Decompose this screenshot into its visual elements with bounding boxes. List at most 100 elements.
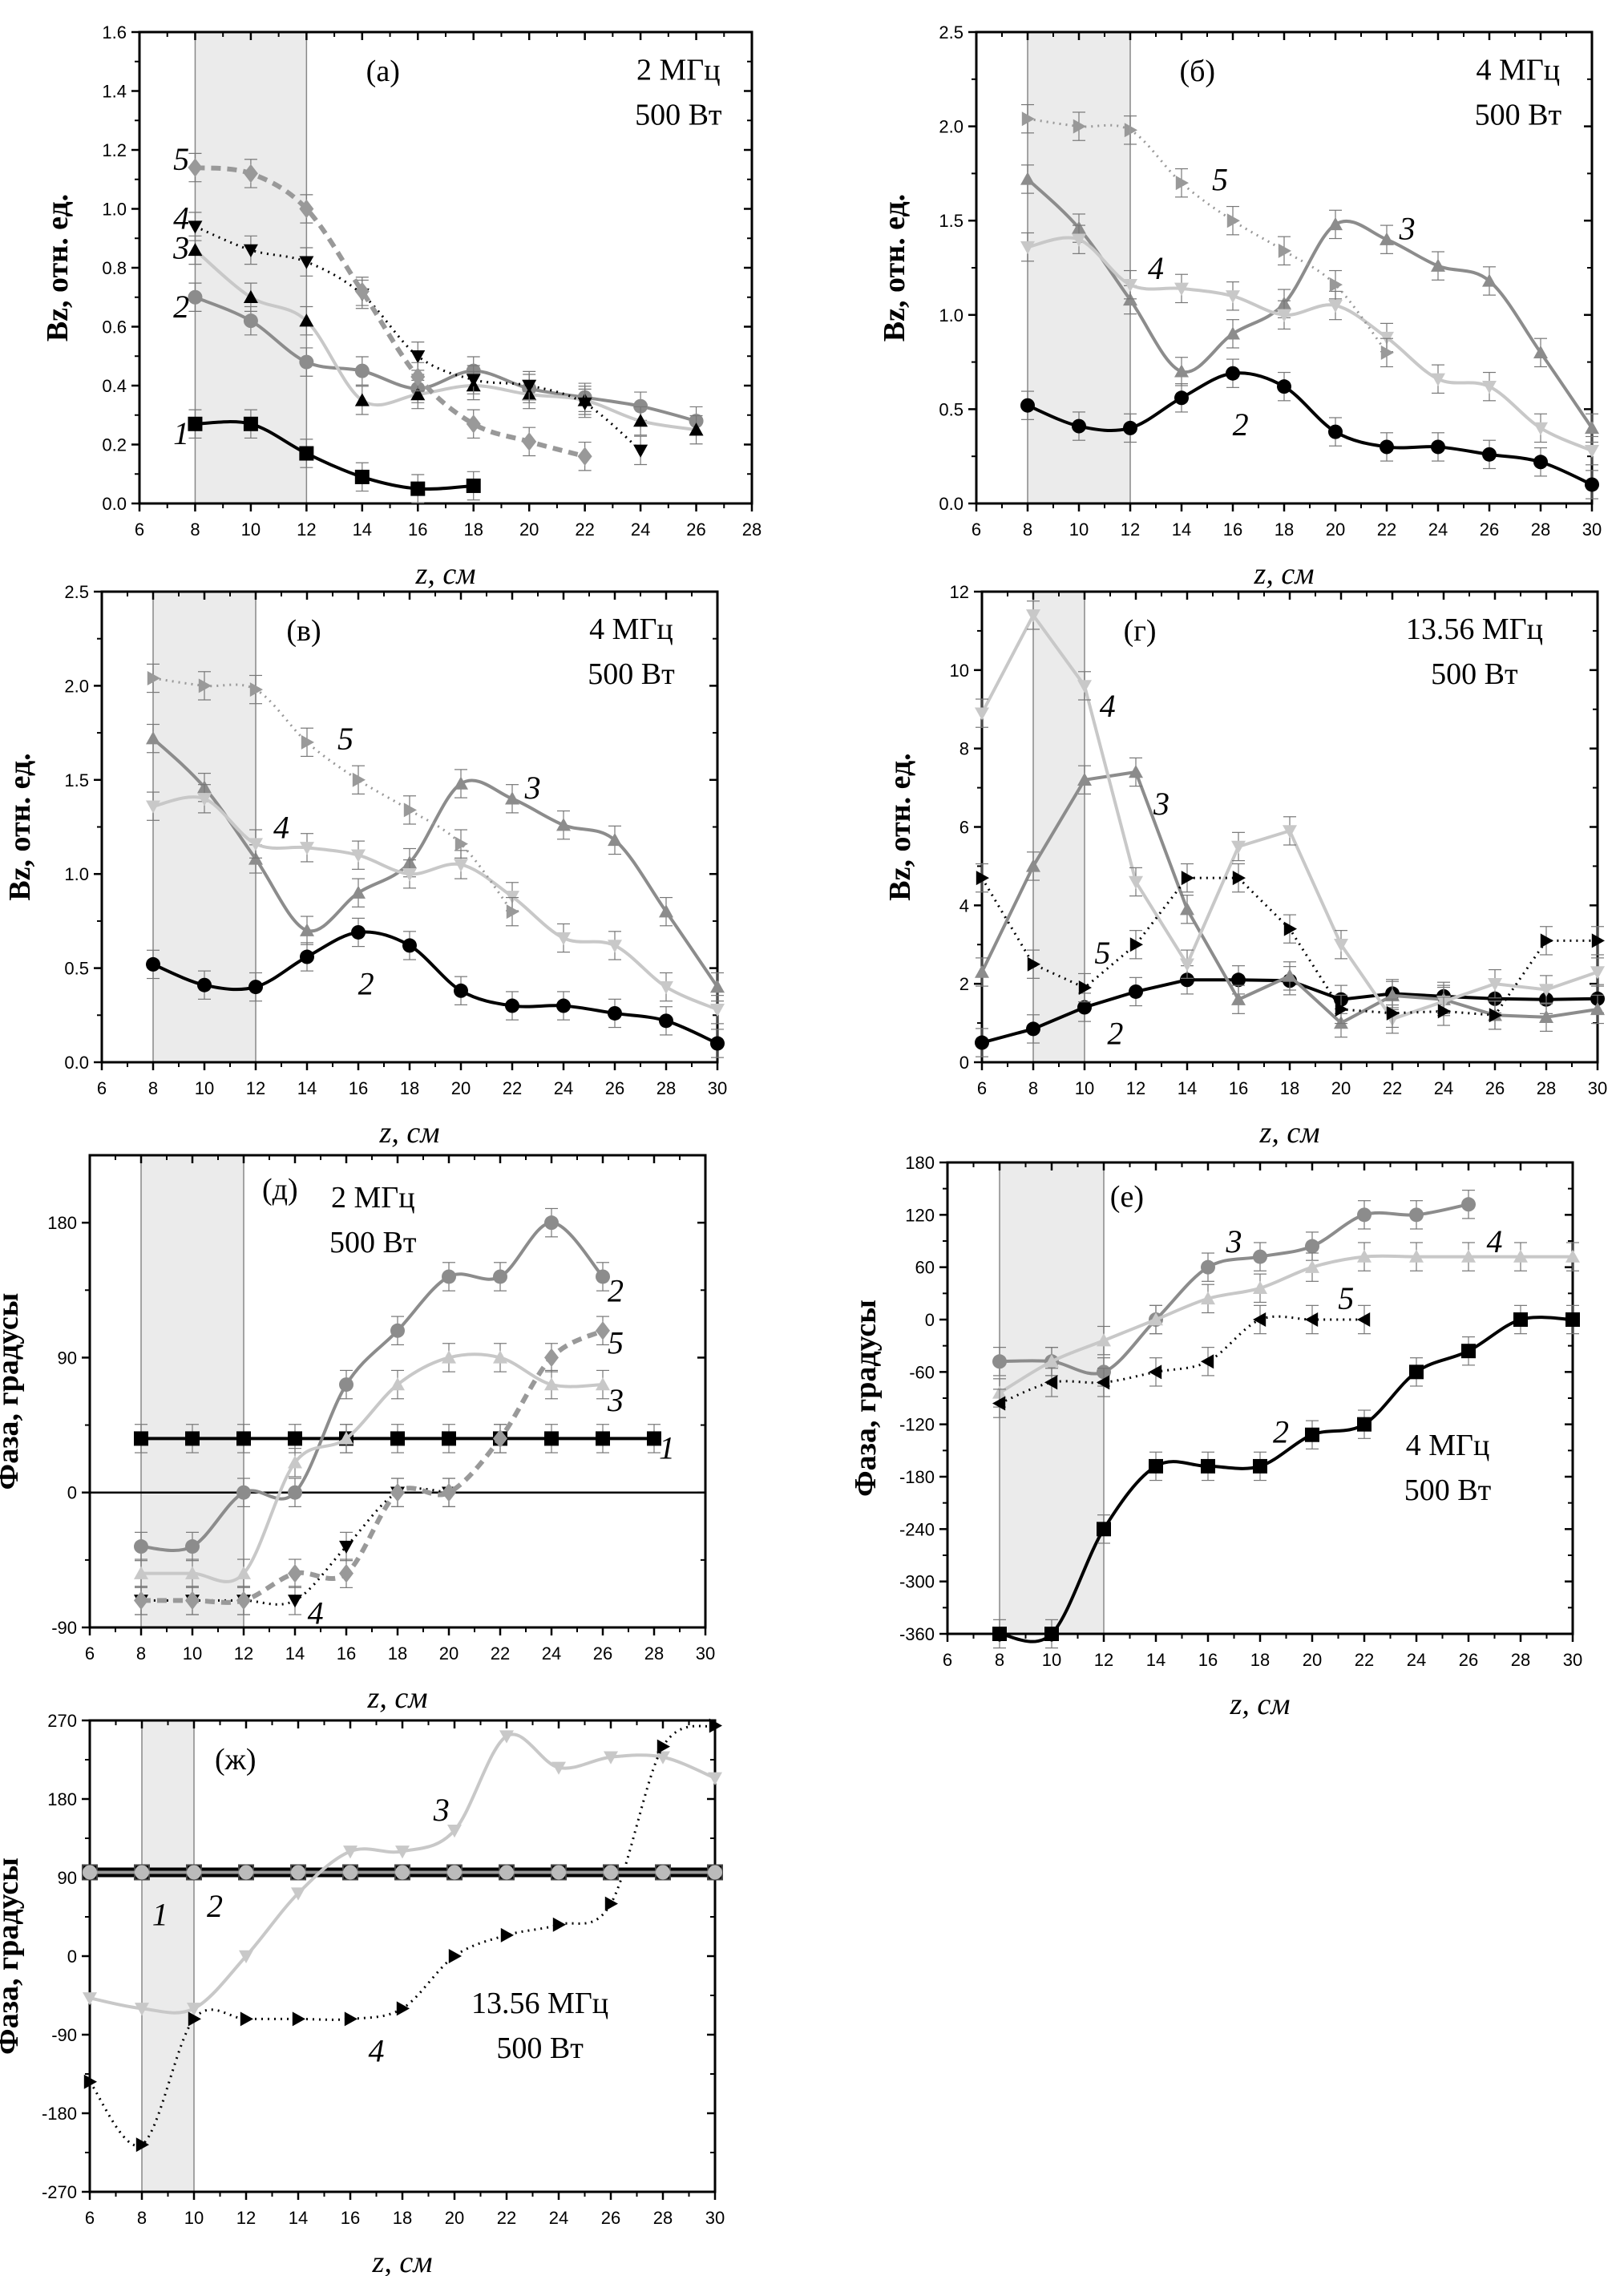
x-tick-label: 30: [705, 2208, 725, 2228]
series-5: 5: [173, 141, 592, 471]
data-point: [1072, 233, 1086, 247]
data-point: [343, 1845, 358, 1859]
data-point: [354, 393, 370, 406]
data-point: [288, 1563, 302, 1583]
y-tick-label: 2.0: [64, 676, 89, 696]
data-point: [709, 1718, 722, 1733]
y-tick-label: -270: [42, 2182, 77, 2202]
series-2: 2: [1020, 358, 1599, 499]
data-point: [395, 1865, 410, 1880]
x-tick-label: 16: [349, 1078, 368, 1098]
x-tick-label: 24: [631, 519, 650, 540]
x-tick-label: 12: [234, 1643, 253, 1664]
y-tick-label: 4: [959, 895, 969, 916]
series-line: [152, 795, 718, 1012]
y-tick-label: 270: [47, 1711, 77, 1731]
data-point: [395, 1845, 410, 1859]
data-point: [1073, 119, 1086, 134]
data-point: [134, 1566, 148, 1579]
y-axis-title: Bz, отн. ед.: [3, 753, 37, 900]
x-tick-label: 18: [1280, 1078, 1299, 1098]
series-1: 1: [173, 409, 481, 503]
data-point: [1124, 123, 1137, 138]
data-point: [188, 158, 203, 177]
data-point: [577, 397, 592, 411]
data-point: [1097, 1375, 1110, 1390]
data-point: [410, 387, 426, 401]
y-tick-label: 1.2: [102, 140, 127, 160]
x-tick-label: 18: [388, 1643, 407, 1664]
y-tick-label: 0.6: [102, 317, 127, 338]
data-point: [1328, 424, 1343, 439]
data-point: [992, 1354, 1007, 1369]
data-point: [1329, 277, 1343, 293]
data-point: [442, 1350, 456, 1364]
x-tick-label: 10: [1069, 519, 1089, 540]
data-point: [1044, 1354, 1059, 1368]
data-point: [454, 983, 468, 998]
y-tick-label: 1.0: [102, 200, 127, 220]
y-tick-label: 180: [47, 1213, 77, 1233]
y-axis-title: Bz, отн. ед.: [41, 194, 75, 342]
x-axis-title: z, см: [415, 557, 476, 591]
y-tick-label: 60: [915, 1258, 935, 1278]
data-point: [1461, 1197, 1476, 1212]
data-point: [1026, 1021, 1040, 1037]
y-tick-label: -180: [899, 1467, 935, 1487]
data-point: [522, 379, 537, 393]
x-tick-label: 24: [1407, 1650, 1426, 1670]
data-point: [447, 1865, 462, 1880]
data-point: [1305, 1259, 1319, 1273]
condition-annotation: 500 Вт: [1475, 98, 1562, 131]
x-tick-label: 28: [1537, 1078, 1556, 1098]
data-point: [236, 1485, 251, 1500]
x-tick-label: 26: [1485, 1078, 1505, 1098]
series-5: 5: [134, 1316, 624, 1615]
data-point: [1201, 1458, 1215, 1474]
y-tick-label: 1.0: [64, 864, 89, 884]
y-tick-label: 0.4: [102, 376, 127, 396]
x-tick-label: 8: [190, 519, 200, 540]
series-line: [1027, 236, 1593, 452]
y-tick-label: 1.6: [102, 22, 127, 42]
data-point: [1488, 977, 1502, 992]
data-point: [1149, 1458, 1163, 1474]
x-tick-label: 14: [1172, 519, 1191, 540]
data-point: [1020, 398, 1035, 413]
data-point: [300, 923, 314, 936]
data-point: [1149, 1312, 1163, 1326]
data-point: [1533, 345, 1548, 359]
series-4: 4: [992, 1223, 1580, 1408]
y-tick-label: 0.0: [102, 494, 127, 514]
shaded-region: [999, 1162, 1105, 1635]
data-point: [633, 444, 648, 458]
data-point: [466, 374, 481, 387]
series-3: 3: [146, 723, 725, 1002]
y-tick-label: 8: [959, 739, 969, 759]
data-point: [577, 447, 592, 466]
x-tick-label: 30: [1588, 1078, 1607, 1098]
data-point: [1174, 282, 1189, 296]
data-point: [992, 1627, 1007, 1641]
data-point: [1129, 984, 1143, 999]
data-point: [243, 416, 258, 431]
y-tick-label: 0: [67, 1483, 77, 1503]
data-point: [187, 1865, 201, 1880]
data-point: [1283, 921, 1297, 936]
data-point: [1585, 444, 1599, 459]
panel-label: (е): [1110, 1180, 1144, 1214]
data-point: [1565, 1312, 1580, 1327]
data-point: [1590, 966, 1605, 980]
x-tick-label: 20: [439, 1643, 459, 1664]
data-point: [135, 1865, 149, 1880]
data-point: [454, 776, 468, 790]
data-point: [975, 707, 989, 721]
data-point: [1540, 933, 1553, 948]
data-point: [1232, 871, 1246, 886]
data-point: [1180, 902, 1194, 916]
data-point: [240, 2011, 253, 2027]
data-point: [299, 313, 314, 327]
x-tick-label: 6: [943, 1650, 952, 1670]
data-point: [1174, 364, 1189, 378]
